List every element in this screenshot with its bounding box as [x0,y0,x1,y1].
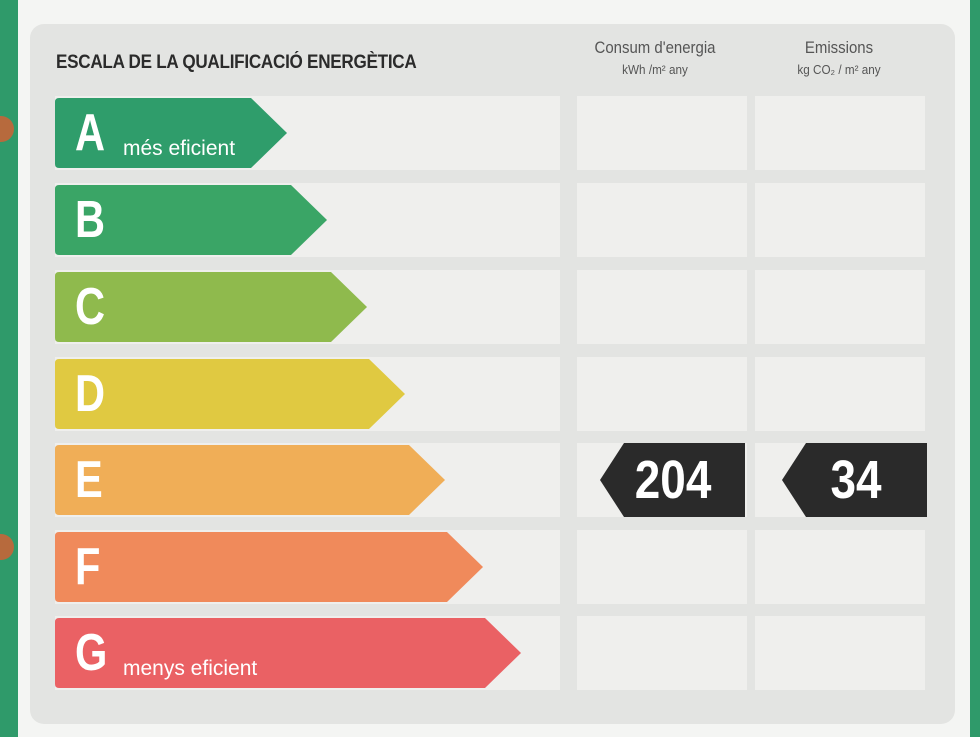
rating-letter: E [75,451,103,509]
consumption-cell [577,616,747,690]
rating-letter: A [75,104,106,162]
rating-row-f: F [55,530,930,604]
consumption-cell [577,96,747,170]
emissions-unit: kg CO₂ / m² any [797,62,881,77]
emissions-column-header: Emissions kg CO₂ / m² any [744,38,934,77]
rating-arrow-e: E [55,445,445,515]
emissions-cell [755,183,925,257]
consumption-unit: kWh /m² any [622,62,688,77]
emissions-cell [755,530,925,604]
consumption-title: Consum d'energia [594,38,716,57]
emissions-value-marker-text: 34 [830,450,882,510]
rating-row-b: B [55,183,930,257]
rating-arrow-f: F [55,532,483,602]
rating-letter: B [75,191,106,249]
rating-arrow-b: B [55,185,327,255]
rating-letter: F [75,538,101,596]
consumption-cell [577,357,747,431]
emissions-value-marker: 34 [782,443,927,517]
consumption-cell [577,183,747,257]
emissions-title: Emissions [804,38,874,57]
rating-arrow-c: C [55,272,367,342]
rating-row-d: D [55,357,930,431]
emissions-cell [755,616,925,690]
emissions-cell [755,270,925,344]
rating-row-c: C [55,270,930,344]
rating-label: més eficient [123,137,236,160]
page-title: ESCALA DE LA QUALIFICACIÓ ENERGÈTICA [56,52,417,73]
consumption-value-marker-text: 204 [634,450,712,510]
consumption-cell [577,270,747,344]
binder-hole-bottom [0,534,14,560]
rating-letter: D [75,365,106,423]
emissions-cell [755,357,925,431]
emissions-cell [755,96,925,170]
rating-arrow-d: D [55,359,405,429]
rating-letter: C [75,278,106,336]
consumption-value-marker: 204 [600,443,745,517]
consumption-cell [577,530,747,604]
rating-row-e: E 204 34 [55,443,930,517]
consumption-column-header: Consum d'energia kWh /m² any [560,38,750,77]
binder-hole-top [0,116,14,142]
rating-label: menys eficient [123,657,258,680]
rating-letter: G [75,624,108,682]
